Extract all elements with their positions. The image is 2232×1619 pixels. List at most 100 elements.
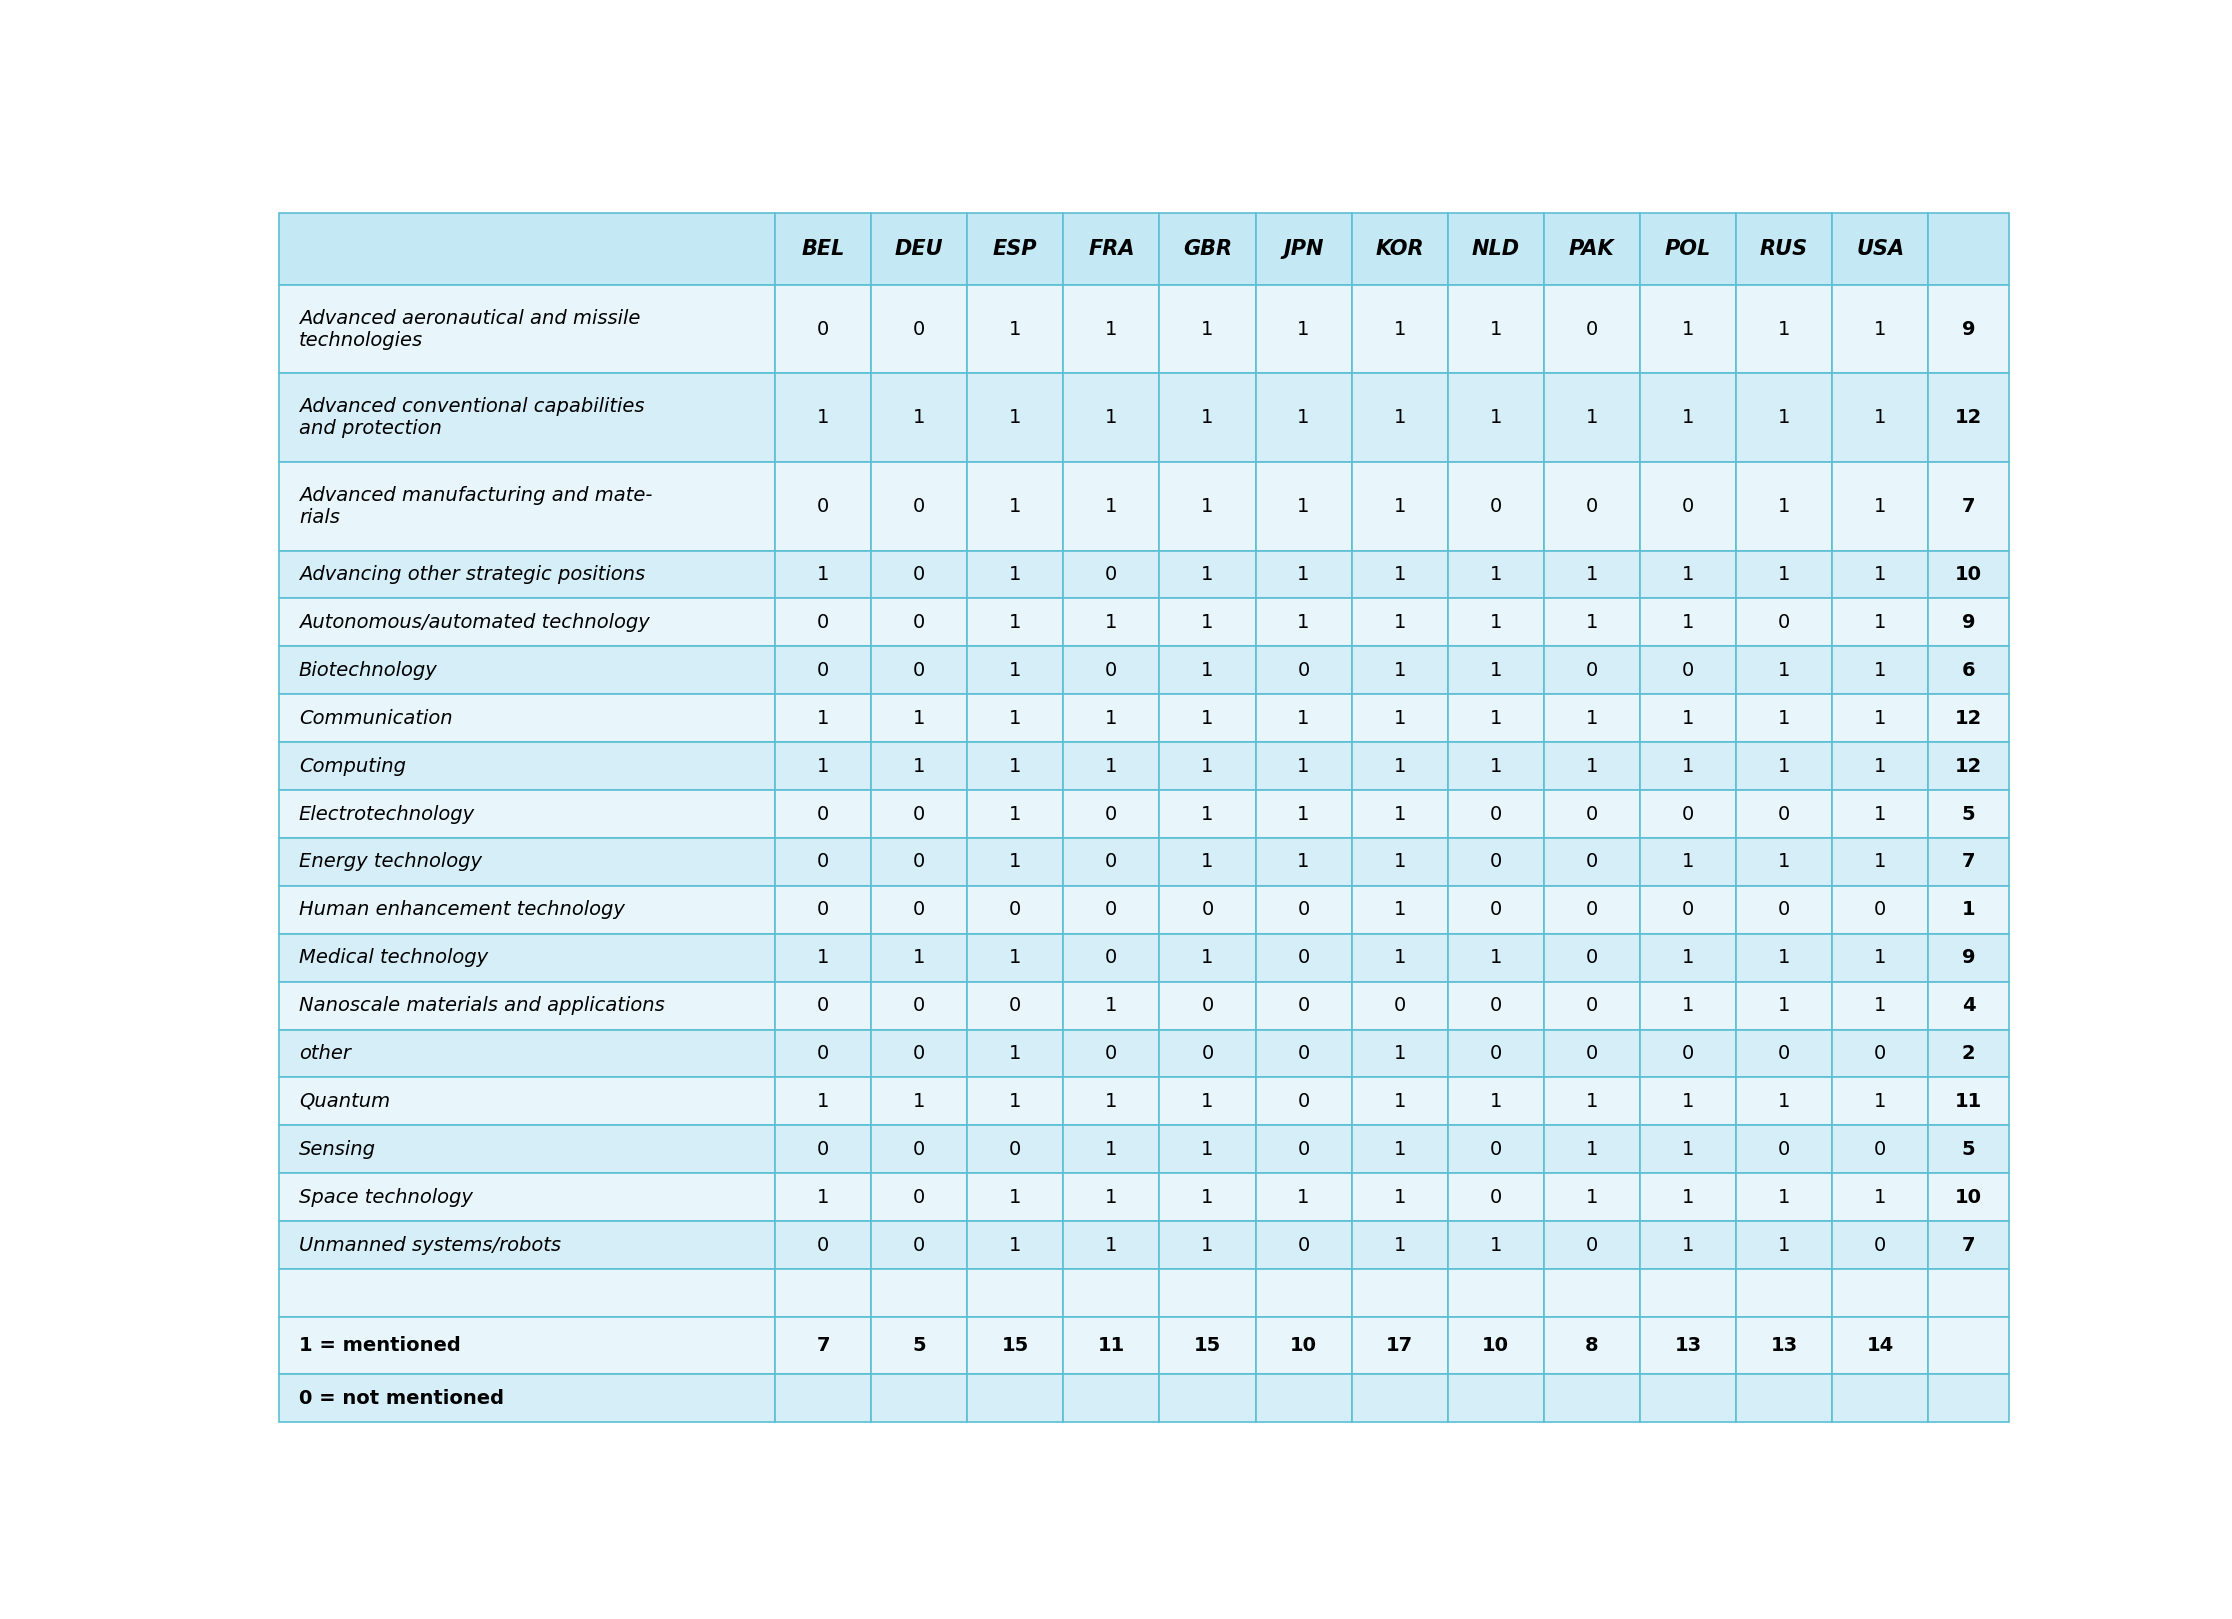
Text: 1: 1 [1875,852,1886,871]
Text: 1: 1 [1489,1235,1502,1255]
Bar [1353,1269,1449,1316]
Text: 0: 0 [1105,900,1118,920]
Text: 10: 10 [1482,1336,1509,1355]
Text: 1: 1 [1297,756,1310,776]
Bar [1736,1077,1832,1125]
Bar [775,790,870,839]
Text: 1: 1 [1489,614,1502,631]
Bar [1545,374,1641,461]
Text: 1: 1 [1875,565,1886,584]
Text: 1: 1 [1009,497,1022,516]
Bar [775,1174,870,1221]
Bar [1254,790,1353,839]
Bar [1449,1077,1545,1125]
Bar [775,1375,870,1421]
Text: 1: 1 [1779,949,1790,967]
Text: Sensing: Sensing [299,1140,375,1159]
Text: 1: 1 [1297,497,1310,516]
Bar [1449,214,1545,285]
Text: 8: 8 [1585,1336,1598,1355]
Text: NLD: NLD [1471,240,1520,259]
Text: GBR: GBR [1183,240,1232,259]
Text: Medical technology: Medical technology [299,949,489,967]
Text: 0: 0 [913,661,926,680]
Bar [1736,285,1832,374]
Bar [1353,1125,1449,1174]
Bar [279,285,775,374]
Bar [1545,1221,1641,1269]
Text: 1: 1 [1875,497,1886,516]
Text: 0: 0 [1585,805,1598,824]
Text: 11: 11 [1098,1336,1125,1355]
Bar [1353,981,1449,1030]
Text: 0: 0 [1779,614,1790,631]
Text: 7: 7 [817,1336,830,1355]
Text: 1: 1 [1393,1091,1406,1111]
Bar [966,374,1062,461]
Bar [1832,1221,1928,1269]
Text: 1: 1 [1393,1044,1406,1064]
Bar [1062,742,1158,790]
Bar [1832,1030,1928,1077]
Text: 0: 0 [1875,1044,1886,1064]
Bar [279,790,775,839]
Bar [1545,214,1641,285]
Bar [279,461,775,550]
Bar [1062,1125,1158,1174]
Bar [1928,981,2009,1030]
Bar [966,1174,1062,1221]
Text: 1: 1 [1009,1091,1022,1111]
Bar [775,695,870,742]
Bar [1449,1125,1545,1174]
Text: other: other [299,1044,350,1064]
Text: 0: 0 [1489,805,1502,824]
Text: 0: 0 [913,852,926,871]
Text: 1: 1 [1009,319,1022,338]
Bar [1832,1316,1928,1375]
Bar [1254,1316,1353,1375]
Bar [1736,599,1832,646]
Bar [1254,742,1353,790]
Text: 1: 1 [1393,852,1406,871]
Text: PAK: PAK [1569,240,1614,259]
Text: 0: 0 [1489,497,1502,516]
Text: 0: 0 [1489,1044,1502,1064]
Text: 0: 0 [913,805,926,824]
Text: 1: 1 [1201,805,1214,824]
Text: 0: 0 [1683,497,1694,516]
Bar [775,461,870,550]
Bar [1928,285,2009,374]
Text: 1: 1 [1875,408,1886,427]
Text: 0: 0 [1393,996,1406,1015]
Bar [775,886,870,934]
Text: 1: 1 [1009,614,1022,631]
Bar [1545,790,1641,839]
Bar [1254,646,1353,695]
Text: 1: 1 [1779,497,1790,516]
Text: 0: 0 [1105,852,1118,871]
Bar [1641,1269,1736,1316]
Bar [1928,886,2009,934]
Text: 0: 0 [817,900,828,920]
Text: 0: 0 [1009,900,1022,920]
Bar [1928,1269,2009,1316]
Text: 1: 1 [1779,1188,1790,1206]
Text: 1: 1 [1489,709,1502,727]
Bar [966,1221,1062,1269]
Bar [1158,934,1257,981]
Text: 0: 0 [1105,661,1118,680]
Bar [1254,1030,1353,1077]
Bar [1353,695,1449,742]
Text: 1: 1 [1585,1091,1598,1111]
Text: 1: 1 [913,408,926,427]
Text: 1: 1 [1105,996,1118,1015]
Bar [1832,1125,1928,1174]
Text: 1: 1 [1201,1091,1214,1111]
Bar [775,1125,870,1174]
Bar [1641,934,1736,981]
Text: 1: 1 [1201,497,1214,516]
Text: 0: 0 [913,1188,926,1206]
Bar [1736,1174,1832,1221]
Bar [1449,599,1545,646]
Text: 0: 0 [1489,996,1502,1015]
